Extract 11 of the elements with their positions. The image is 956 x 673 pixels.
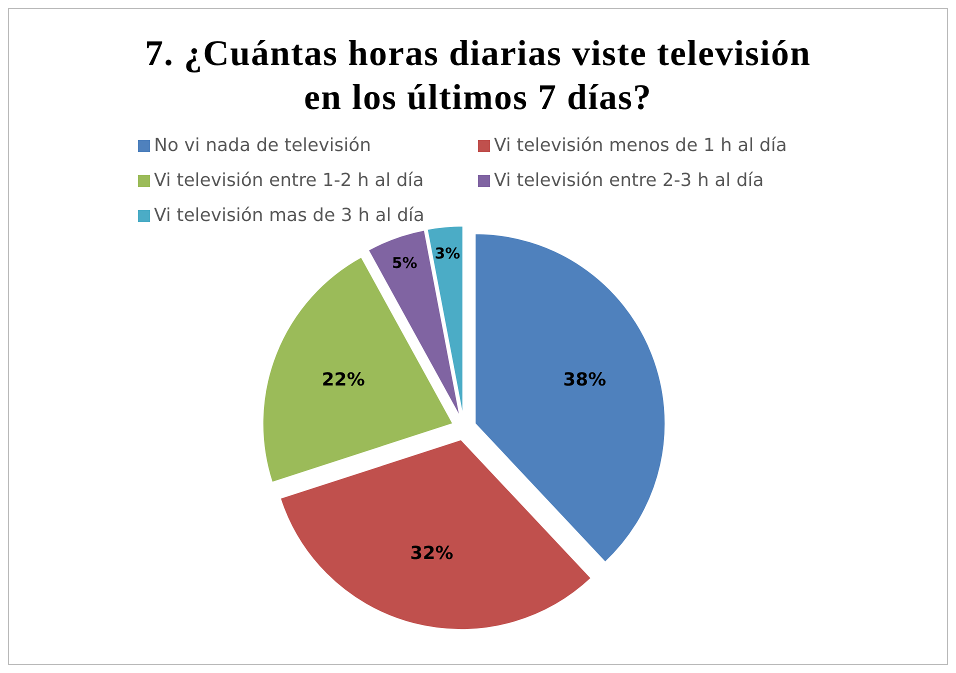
data-label: 22% [322,370,365,391]
data-label: 32% [410,543,454,564]
legend-label: Vi televisión mas de 3 h al día [154,205,424,226]
data-label: 38% [563,370,606,391]
chart-title: 7. ¿Cuántas horas diarias viste televisión en los últimos 7 días? [144,32,812,119]
data-label: 5% [392,254,418,272]
legend-label: No vi nada de televisión [154,135,372,156]
legend-label: Vi televisión entre 1-2 h al día [154,170,424,191]
data-label: 3% [434,244,460,262]
legend-label: Vi televisión menos de 1 h al día [494,135,787,156]
legend-label: Vi televisión entre 2-3 h al día [494,170,764,191]
